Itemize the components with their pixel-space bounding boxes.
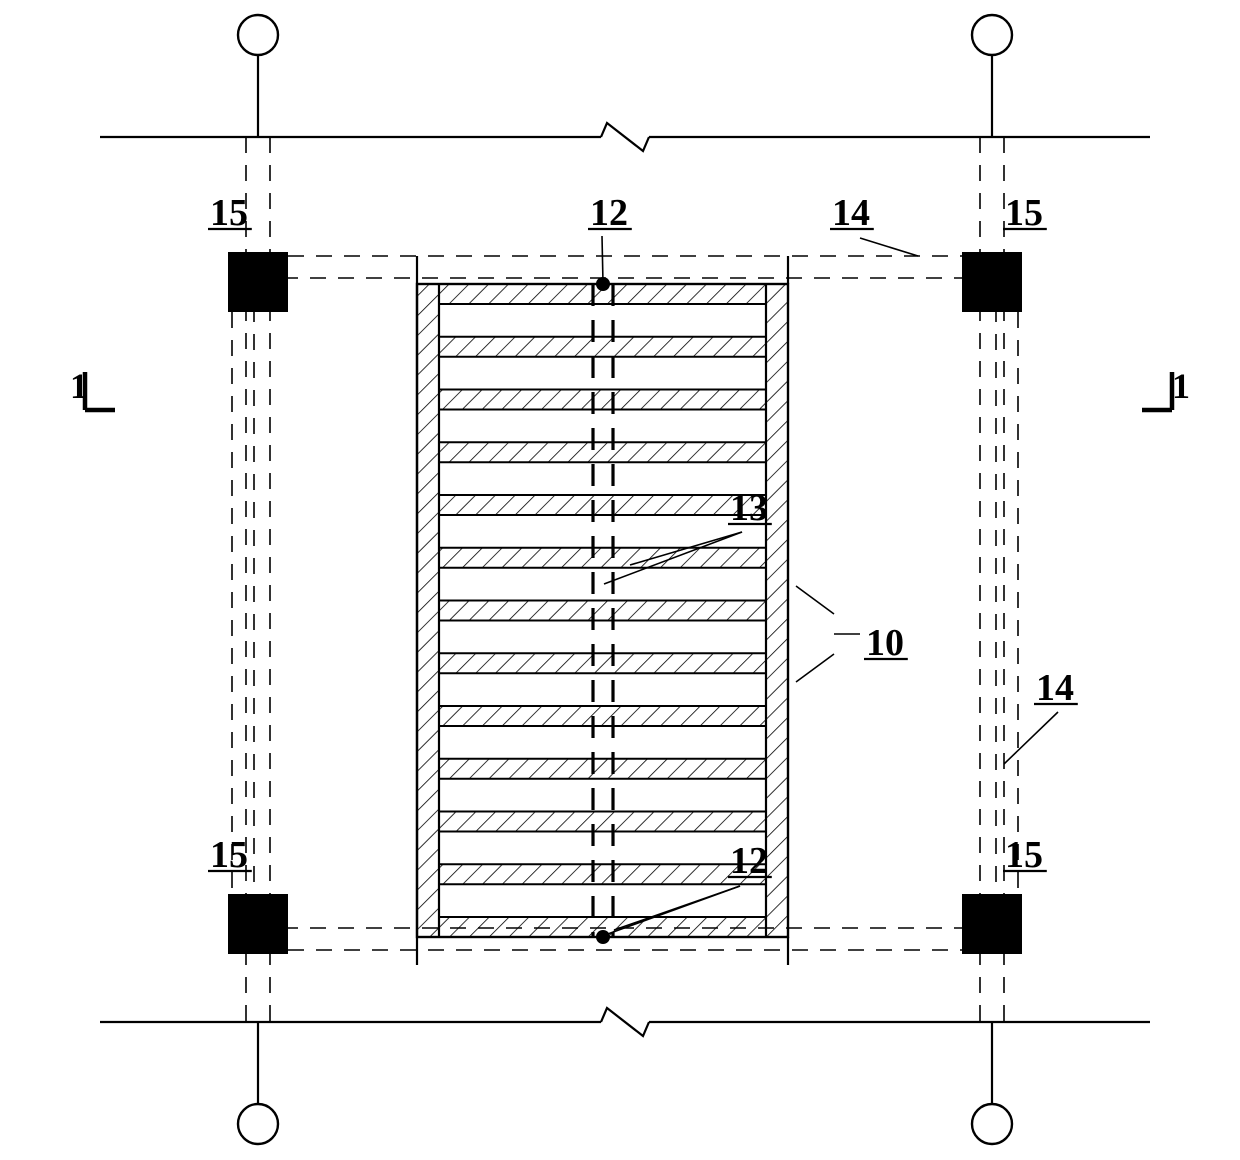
callout-label: 15 <box>210 834 248 876</box>
grid-bubble <box>238 15 278 55</box>
column <box>962 252 1022 312</box>
callout-label: 13 <box>730 487 768 529</box>
stair-tread <box>439 337 766 357</box>
callout-label: 14 <box>832 192 870 234</box>
stair-tread <box>439 442 766 462</box>
callout-label: 14 <box>1036 667 1074 709</box>
column <box>962 894 1022 954</box>
callout-label: 15 <box>1005 192 1043 234</box>
grid-bubble <box>972 15 1012 55</box>
section-label: 1 <box>1172 366 1190 406</box>
stair-tread <box>439 601 766 621</box>
grid-bubble <box>972 1104 1012 1144</box>
grid-bubble <box>238 1104 278 1144</box>
stair-tread <box>439 812 766 832</box>
callout-label: 15 <box>210 192 248 234</box>
column <box>228 252 288 312</box>
callout-label: 12 <box>590 192 628 234</box>
stair-tread <box>439 548 766 568</box>
section-label: 1 <box>70 366 88 406</box>
column <box>228 894 288 954</box>
stair-tread <box>439 653 766 673</box>
callout-label: 15 <box>1005 834 1043 876</box>
stair-tread <box>439 706 766 726</box>
callout-label: 10 <box>866 622 904 664</box>
engineering-plan: 1 1 15 15 15 15 14 14 12 12 13 10 <box>0 0 1240 1160</box>
callout-label: 12 <box>730 840 768 882</box>
stair-tread <box>439 759 766 779</box>
stair-tread <box>439 390 766 410</box>
stair-tread <box>439 495 766 515</box>
stair-tread <box>439 864 766 884</box>
